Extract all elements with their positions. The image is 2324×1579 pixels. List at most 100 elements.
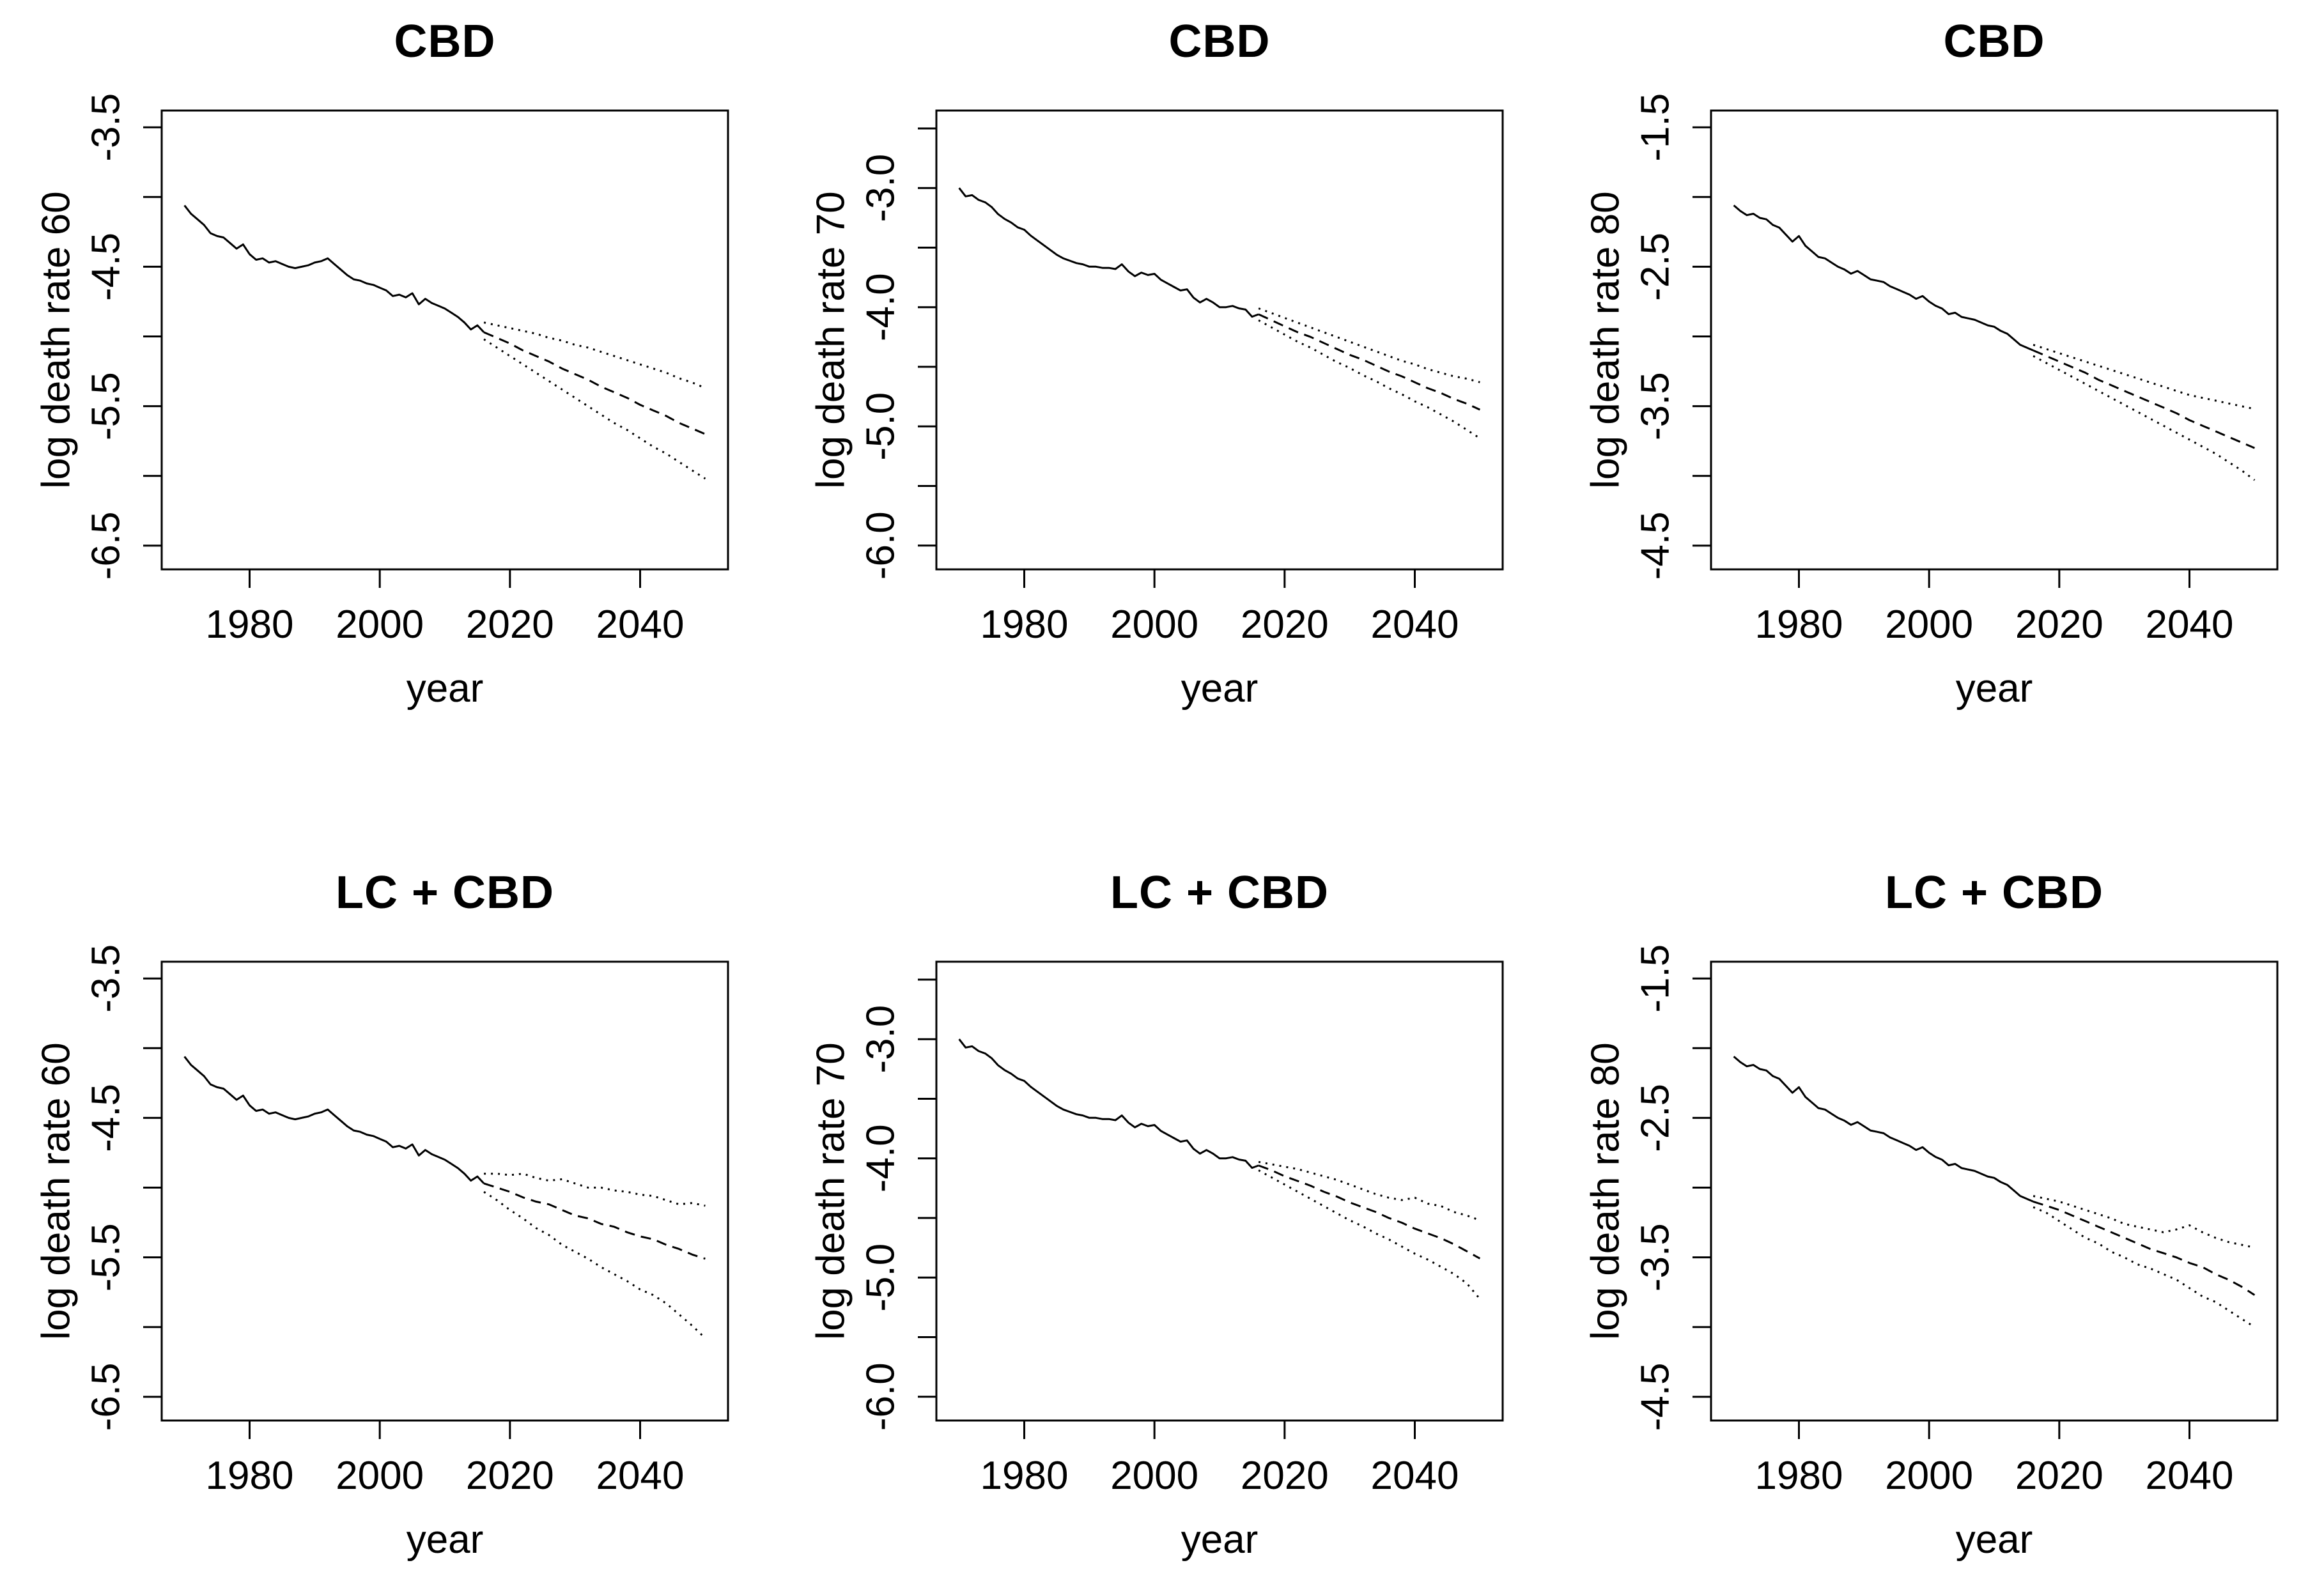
series-forecast-upper xyxy=(483,321,706,389)
series-observed xyxy=(1733,1056,2034,1203)
y-tick-label: -6.0 xyxy=(858,511,902,580)
plot-area: -3.0 -4.0 -5.0 -6.0 1980 2000 2020 2040 xyxy=(858,109,1504,647)
x-tick-label: 2020 xyxy=(2015,1454,2103,1498)
plot-area: -3.0 -4.0 -5.0 -6.0 1980 2000 2020 2040 xyxy=(858,960,1504,1498)
y-tick-label: -4.0 xyxy=(858,1124,902,1192)
y-tick-label: -6.0 xyxy=(858,1362,902,1431)
x-tick-label: 1980 xyxy=(980,1454,1069,1498)
plot-area: -1.5 -2.5 -3.5 -4.5 1980 2000 2020 2040 xyxy=(1633,93,2279,647)
y-tick-label: -3.5 xyxy=(1633,1223,1677,1291)
x-tick-label: 2020 xyxy=(466,1454,554,1498)
y-tick-label: -1.5 xyxy=(1633,944,1677,1013)
x-tick-label: 2000 xyxy=(1885,603,1973,647)
panel-cbd-age70: CBD log death rate 70 -3.0 -4.0 -5.0 -6.0 19… xyxy=(775,0,1549,728)
plot-box xyxy=(1710,960,2279,1422)
x-tick-label: 2000 xyxy=(1885,1454,1973,1498)
panel-lc-cbd-age60: LC + CBD log death rate 60 -3.5 -4.5 -5.5-… xyxy=(0,851,775,1579)
x-tick-label: 2040 xyxy=(2146,603,2234,647)
x-tick-label: 2020 xyxy=(466,603,554,647)
plot-box xyxy=(160,109,729,571)
y-tick-label: -2.5 xyxy=(1633,233,1677,301)
x-tick-label: 2020 xyxy=(1241,1454,1329,1498)
series-observed xyxy=(183,1056,485,1185)
plot-box xyxy=(160,960,729,1422)
series-observed xyxy=(958,187,1259,318)
x-axis-label: year xyxy=(1955,1518,2033,1562)
panel-title: LC + CBD xyxy=(1110,867,1329,918)
x-axis-label: year xyxy=(406,1518,484,1562)
series-forecast-central xyxy=(1258,1164,1481,1259)
y-tick-label: -1.5 xyxy=(1633,93,1677,162)
series-forecast-lower xyxy=(1258,1169,1481,1300)
series-observed xyxy=(958,1038,1259,1169)
panel-title: CBD xyxy=(394,16,496,67)
x-tick-label: 1980 xyxy=(206,1454,294,1498)
series-forecast-upper xyxy=(484,1173,706,1207)
plot-box xyxy=(935,960,1504,1422)
series-forecast-upper xyxy=(1258,307,1480,383)
series-forecast-lower xyxy=(483,338,706,480)
panel-lc-cbd-age80: LC + CBD log death rate 80 -1.5 -2.5 -3.5-… xyxy=(1549,851,2324,1579)
series-observed xyxy=(183,204,485,334)
x-axis-label: year xyxy=(1955,666,2033,711)
y-tick-label: -3.5 xyxy=(1633,372,1677,440)
y-tick-label: -3.5 xyxy=(84,944,128,1013)
y-tick-label: -3.0 xyxy=(858,1005,902,1074)
x-tick-label: 1980 xyxy=(206,603,294,647)
x-axis-label: year xyxy=(406,666,484,711)
x-tick-label: 2040 xyxy=(1371,603,1459,647)
panel-cbd-age60: CBD log death rate 60 -3.5 -4.5 -5.5 -6.5 19… xyxy=(0,0,775,728)
series-forecast-lower xyxy=(2033,355,2256,481)
y-tick-label: -6.5 xyxy=(84,511,128,580)
x-tick-label: 2000 xyxy=(1110,1454,1198,1498)
y-tick-label: -5.0 xyxy=(858,1244,902,1312)
x-axis-label: year xyxy=(1181,666,1259,711)
panel-title: CBD xyxy=(1168,16,1271,67)
x-tick-label: 2020 xyxy=(1241,603,1329,647)
y-tick-label: -3.0 xyxy=(858,154,902,222)
x-tick-label: 2000 xyxy=(336,603,424,647)
x-axis-label: year xyxy=(1181,1518,1259,1562)
x-tick-label: 2020 xyxy=(2015,603,2103,647)
y-tick-label: -5.5 xyxy=(84,372,128,440)
y-tick-label: -5.0 xyxy=(858,392,902,461)
plot-area: -3.5 -4.5 -5.5 -6.5 1980 2000 2020 2040 xyxy=(84,93,729,647)
series-forecast-central xyxy=(483,331,706,435)
y-tick-label: -4.5 xyxy=(1633,1362,1677,1431)
panel-lc-cbd-age70: LC + CBD log death rate 70 -3.0 -4.0 -5.0-… xyxy=(775,851,1549,1579)
series-observed xyxy=(1733,204,2034,351)
panel-title: CBD xyxy=(1943,16,2045,67)
series-forecast-upper xyxy=(1258,1160,1480,1222)
x-tick-label: 2000 xyxy=(1110,603,1198,647)
x-tick-label: 1980 xyxy=(980,603,1069,647)
y-tick-label: -4.0 xyxy=(858,273,902,341)
y-tick-label: -5.5 xyxy=(84,1223,128,1291)
x-tick-label: 1980 xyxy=(1755,603,1843,647)
series-forecast-upper xyxy=(2033,1195,2255,1249)
x-tick-label: 2040 xyxy=(2146,1454,2234,1498)
x-tick-label: 2040 xyxy=(596,1454,685,1498)
series-forecast-central xyxy=(483,1182,706,1260)
x-tick-label: 1980 xyxy=(1755,1454,1843,1498)
series-forecast-central xyxy=(2033,1200,2256,1296)
plot-area: -1.5 -2.5 -3.5 -4.5 1980 2000 2020 2040 xyxy=(1633,944,2279,1498)
plot-box xyxy=(935,109,1504,571)
panel-cbd-age80: CBD log death rate 80 -1.5 -2.5 -3.5 -4.5 19… xyxy=(1549,0,2324,728)
plot-box xyxy=(1710,109,2279,571)
x-tick-label: 2040 xyxy=(596,603,685,647)
series-forecast-central xyxy=(2033,350,2255,449)
panel-title: LC + CBD xyxy=(335,867,555,918)
y-tick-label: -3.5 xyxy=(84,93,128,162)
y-tick-label: -6.5 xyxy=(84,1362,128,1431)
y-tick-label: -4.5 xyxy=(84,233,128,301)
series-forecast-lower xyxy=(2033,1206,2256,1329)
y-tick-label: -2.5 xyxy=(1633,1084,1677,1152)
y-tick-label: -4.5 xyxy=(84,1084,128,1152)
plot-area: -3.5 -4.5 -5.5 -6.5 1980 2000 2020 2040 xyxy=(84,944,729,1498)
y-tick-label: -4.5 xyxy=(1633,511,1677,580)
series-forecast-lower xyxy=(1258,319,1481,440)
x-tick-label: 2000 xyxy=(336,1454,424,1498)
x-tick-label: 2040 xyxy=(1371,1454,1459,1498)
series-forecast-lower xyxy=(483,1190,706,1339)
